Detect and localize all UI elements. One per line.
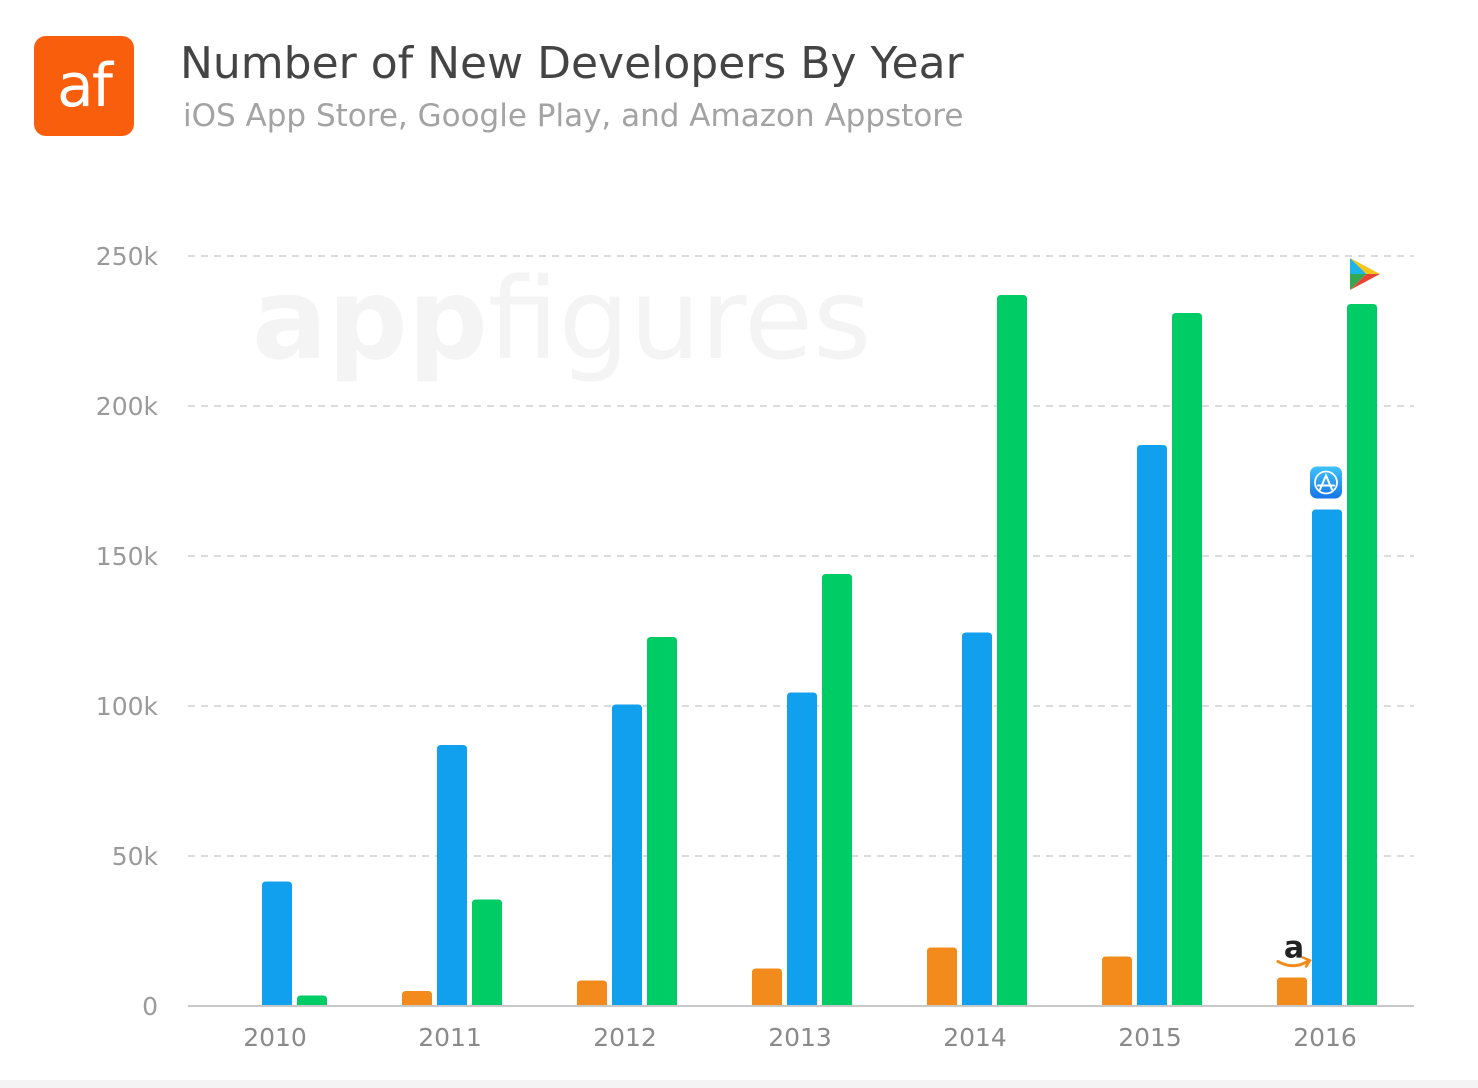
bar-google-2014 xyxy=(997,295,1027,1006)
bar-google-2013 xyxy=(822,574,852,1006)
bar-amazon-2012 xyxy=(577,980,607,1006)
y-tick-label: 50k xyxy=(112,842,159,871)
y-axis-ticks: 0 50k 100k 150k 200k 250k xyxy=(96,242,159,1021)
bar-ios-2014 xyxy=(962,632,992,1006)
y-tick-label: 100k xyxy=(96,692,159,721)
bar-google-2012 xyxy=(647,637,677,1006)
watermark: appfigures xyxy=(252,255,871,385)
bars xyxy=(262,295,1377,1006)
bar-amazon-2013 xyxy=(752,968,782,1006)
x-tick-label: 2012 xyxy=(593,1023,657,1052)
bar-amazon-2015 xyxy=(1102,956,1132,1006)
amazon-icon: a xyxy=(1276,931,1312,968)
y-tick-label: 150k xyxy=(96,542,159,571)
watermark-light: figures xyxy=(488,255,871,385)
x-tick-label: 2016 xyxy=(1293,1023,1357,1052)
series-icons: a xyxy=(1276,258,1380,968)
app-store-glyph xyxy=(1317,472,1335,491)
y-tick-label: 200k xyxy=(96,392,159,421)
app-store-ring xyxy=(1314,470,1338,495)
logo-text: af xyxy=(57,51,113,121)
bar-amazon-2011 xyxy=(402,991,432,1006)
bar-google-2016 xyxy=(1347,304,1377,1006)
play-segment-yellow xyxy=(1350,258,1380,274)
x-tick-label: 2011 xyxy=(418,1023,482,1052)
amazon-glyph: a xyxy=(1284,931,1304,966)
appfigures-logo: af xyxy=(34,36,134,136)
bar-google-2015 xyxy=(1172,313,1202,1006)
y-tick-label: 250k xyxy=(96,242,159,271)
chart-subtitle: iOS App Store, Google Play, and Amazon A… xyxy=(183,98,964,134)
google-play-icon xyxy=(1350,258,1380,290)
x-tick-label: 2014 xyxy=(943,1023,1007,1052)
bar-ios-2013 xyxy=(787,692,817,1006)
watermark-bold: app xyxy=(252,255,488,385)
bar-ios-2015 xyxy=(1137,445,1167,1006)
x-tick-label: 2010 xyxy=(243,1023,307,1052)
bar-google-2011 xyxy=(472,899,502,1006)
y-tick-label: 0 xyxy=(142,992,158,1021)
bar-ios-2010 xyxy=(262,881,292,1006)
bottom-strip xyxy=(0,1080,1478,1088)
x-tick-label: 2015 xyxy=(1118,1023,1182,1052)
bar-google-2010 xyxy=(297,995,327,1006)
amazon-smile xyxy=(1276,959,1311,968)
chart-title: Number of New Developers By Year xyxy=(180,38,964,89)
bar-amazon-2016 xyxy=(1277,977,1307,1006)
amazon-arrow xyxy=(1301,956,1312,968)
bar-ios-2012 xyxy=(612,704,642,1006)
app-store-icon xyxy=(1310,466,1342,499)
play-segment-red xyxy=(1350,274,1380,290)
bar-ios-2011 xyxy=(437,745,467,1006)
bar-amazon-2014 xyxy=(927,947,957,1006)
bar-ios-2016 xyxy=(1312,509,1342,1006)
x-axis-ticks: 2010 2011 2012 2013 2014 2015 2016 xyxy=(243,1023,1357,1052)
x-tick-label: 2013 xyxy=(768,1023,832,1052)
